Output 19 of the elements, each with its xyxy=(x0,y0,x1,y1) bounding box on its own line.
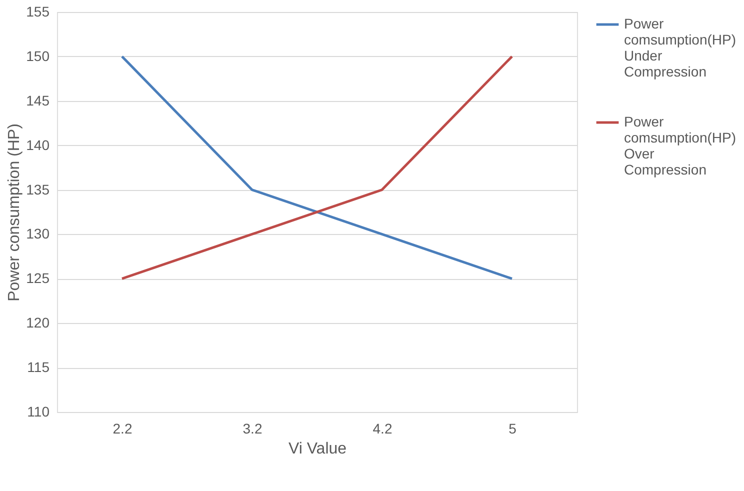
x-tick-label: 3.2 xyxy=(242,420,262,436)
x-axis-title: Vi Value xyxy=(288,440,347,458)
legend-label: Power comsumption(HP) Under Compression xyxy=(624,16,736,80)
x-tick-label: 4.2 xyxy=(372,420,392,436)
y-axis-title: Power consumption (HP) xyxy=(6,124,24,302)
y-tick-label: 145 xyxy=(26,92,50,108)
y-tick-label: 115 xyxy=(27,359,50,376)
x-tick-label: 5 xyxy=(508,420,517,436)
y-tick-label: 125 xyxy=(26,270,50,286)
y-tick-label: 140 xyxy=(26,136,50,153)
y-tick-label: 130 xyxy=(26,226,50,242)
x-tick-label: 2.2 xyxy=(112,420,132,436)
y-tick-label: 135 xyxy=(26,181,50,198)
line-series xyxy=(120,55,514,280)
y-tick-label: 120 xyxy=(26,314,50,331)
y-tick-label: 150 xyxy=(26,48,50,64)
y-tick-label: 110 xyxy=(27,404,50,420)
legend-label: Power comsumption(HP) Over Compression xyxy=(624,114,736,178)
y-tick-label: 155 xyxy=(26,4,50,20)
